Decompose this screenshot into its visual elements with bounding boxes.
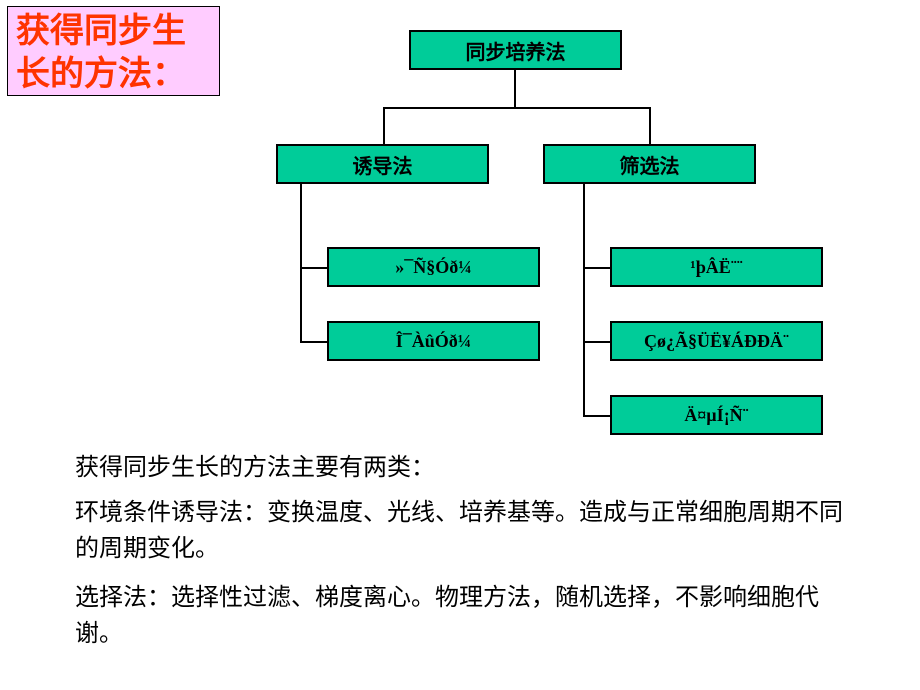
node-root-label: 同步培养法: [466, 36, 566, 65]
node-root: 同步培养法: [409, 30, 622, 70]
connector-segment: [583, 267, 610, 269]
node-l1-label: »¯Ñ§Óð¼: [395, 257, 472, 278]
node-r1-label: ¹þÂË¨¨: [690, 257, 742, 278]
node-l2: Î¯ÀûÓð¼: [327, 321, 540, 361]
paragraph-3: 选择法：选择性过滤、梯度离心。物理方法，随机选择，不影响细胞代谢。: [75, 580, 850, 652]
node-r2: Çø¿Ã§ÜË¥ÁÐÐÄ¨: [610, 321, 823, 361]
node-l2-label: Î¯ÀûÓð¼: [396, 331, 472, 352]
connector-segment: [300, 184, 302, 341]
node-right: 筛选法: [543, 144, 756, 184]
connector-segment: [300, 267, 327, 269]
connector-segment: [300, 341, 327, 343]
paragraph-2: 环境条件诱导法：变换温度、光线、培养基等。造成与正常细胞周期不同的周期变化。: [75, 495, 850, 567]
node-r2-label: Çø¿Ã§ÜË¥ÁÐÐÄ¨: [644, 331, 789, 352]
connector-segment: [583, 341, 610, 343]
node-l1: »¯Ñ§Óð¼: [327, 247, 540, 287]
connector-segment: [514, 70, 516, 107]
node-left: 诱导法: [276, 144, 489, 184]
connector-segment: [583, 184, 585, 415]
paragraph-1: 获得同步生长的方法主要有两类：: [75, 450, 875, 486]
node-r3: Ä¤µÍ¡Ñ¨: [610, 395, 823, 435]
slide-title-box: 获得同步生 长的方法：: [7, 6, 220, 96]
node-right-label: 筛选法: [620, 150, 680, 179]
connector-segment: [383, 107, 385, 144]
node-r3-label: Ä¤µÍ¡Ñ¨: [684, 405, 748, 426]
connector-segment: [583, 415, 610, 417]
connector-segment: [383, 107, 651, 109]
slide-title-line1: 获得同步生: [16, 11, 211, 54]
node-r1: ¹þÂË¨¨: [610, 247, 823, 287]
node-left-label: 诱导法: [353, 150, 413, 179]
connector-segment: [649, 107, 651, 144]
slide-title-line2: 长的方法：: [16, 54, 211, 97]
